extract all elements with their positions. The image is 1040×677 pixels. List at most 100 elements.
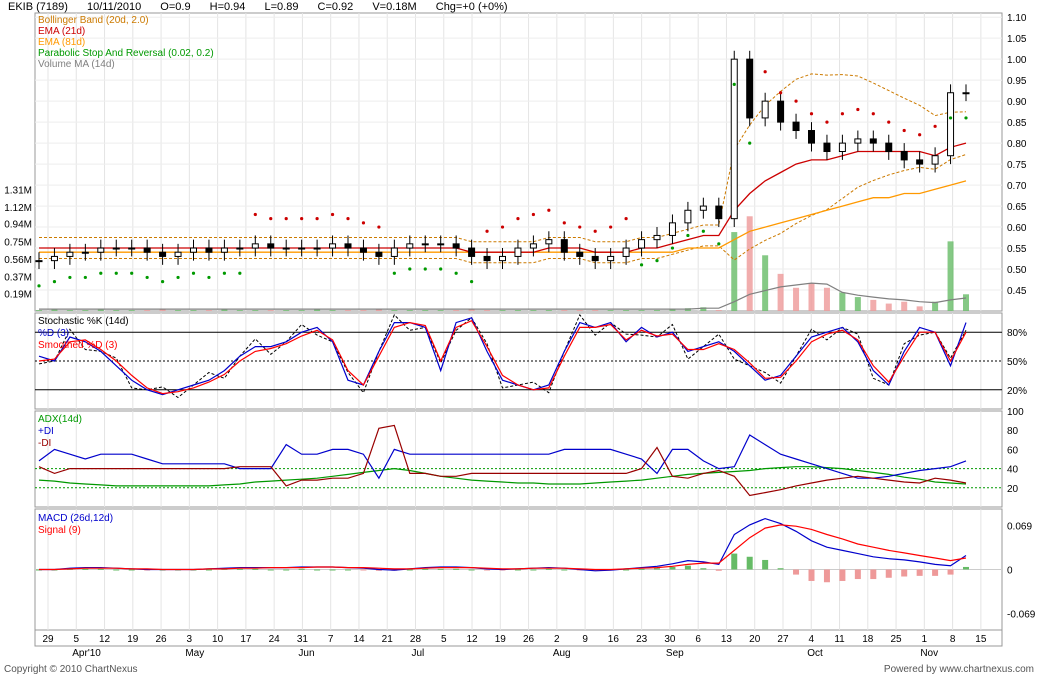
x-tick-label: 5	[441, 634, 447, 645]
psar-dot	[748, 141, 752, 145]
close-label: C=0.92	[317, 1, 354, 13]
psar-dot	[670, 246, 675, 250]
stoch-tick-label: 20%	[1007, 386, 1027, 397]
adx-legend-item: -DI	[38, 438, 51, 449]
macd-histogram-bar	[267, 569, 274, 571]
volume-bar	[221, 309, 228, 311]
x-tick-label: 27	[777, 634, 789, 645]
psar-dot	[485, 229, 489, 233]
volume-tick-label: 0.94M	[4, 220, 32, 231]
volume-bar	[715, 310, 722, 311]
macd-tick-label: 0	[1007, 566, 1013, 577]
macd-histogram-bar	[669, 566, 676, 570]
psar-dot	[639, 263, 644, 267]
candle-body	[128, 247, 136, 250]
volume-bar	[283, 310, 290, 311]
x-month-label: Sep	[666, 648, 684, 659]
psar-dot	[361, 221, 366, 225]
volume-bar	[406, 310, 413, 311]
candle-body	[483, 255, 491, 262]
volume-bar	[252, 310, 259, 311]
macd-histogram-bar	[808, 569, 815, 581]
x-tick-label: 19	[127, 634, 139, 645]
psar-dot	[701, 229, 705, 233]
candle-body	[730, 58, 738, 220]
macd-histogram-bar	[916, 569, 923, 576]
x-tick-label: 18	[862, 634, 874, 645]
stoch-tick-label: 80%	[1007, 328, 1027, 339]
candle-body	[499, 255, 506, 262]
volume-bar	[391, 310, 398, 311]
plus-di-line	[38, 434, 967, 480]
candle-body	[81, 251, 89, 254]
volume-bar	[190, 310, 197, 311]
volume-bar	[236, 310, 243, 311]
volume-bar	[97, 309, 104, 311]
macd-histogram-bar	[746, 556, 753, 570]
x-tick-label: 15	[975, 634, 987, 645]
macd-histogram-bar	[762, 559, 769, 570]
volume-bar	[453, 310, 460, 311]
macd-histogram-bar	[823, 569, 830, 583]
x-tick-label: 20	[749, 634, 761, 645]
volume-bar	[205, 310, 212, 311]
macd-histogram-bar	[283, 569, 290, 571]
psar-dot	[392, 271, 396, 275]
candle-body	[638, 239, 646, 249]
macd-histogram-bar	[205, 569, 212, 571]
volume-bar	[144, 310, 151, 311]
volume-tick-label: 0.19M	[4, 289, 32, 300]
psar-dot	[516, 217, 520, 221]
adx-legend-item: +DI	[38, 426, 54, 437]
adx-line	[38, 466, 967, 487]
macd-legend-item: MACD (26d,12d)	[38, 513, 113, 524]
x-month-label: Apr'10	[72, 648, 101, 659]
psar-dot	[779, 91, 783, 95]
candle-body	[112, 247, 120, 250]
powered-by-link[interactable]: Powered by www.chartnexus.com	[883, 664, 1034, 675]
candle-body	[715, 205, 723, 220]
candle-body	[97, 247, 105, 253]
psar-dot	[269, 217, 273, 221]
psar-dot	[531, 212, 536, 217]
volume-bar	[66, 310, 73, 311]
x-tick-label: 8	[950, 634, 956, 645]
psar-dot	[408, 267, 412, 271]
psar-dot	[918, 133, 922, 137]
macd-histogram-bar	[314, 569, 321, 571]
x-tick-label: 17	[240, 634, 252, 645]
panel-frame-price	[34, 12, 1003, 312]
volume-tick-label: 0.75M	[4, 237, 32, 248]
price-tick-label: 0.60	[1007, 223, 1027, 234]
volume-bar	[762, 255, 769, 311]
psar-dot	[470, 280, 474, 284]
candle-body	[545, 239, 553, 245]
x-month-label: Aug	[553, 648, 571, 659]
volume-bar	[175, 310, 182, 311]
macd-histogram-bar	[654, 568, 660, 570]
x-tick-label: 26	[523, 634, 535, 645]
adx-tick-label: 80	[1007, 426, 1019, 437]
psar-dot	[161, 280, 165, 284]
psar-dot	[238, 271, 242, 275]
macd-histogram-bar	[468, 569, 475, 571]
price-legend-item: EMA (21d)	[38, 26, 85, 37]
x-tick-label: 1	[922, 634, 928, 645]
psar-dot	[547, 208, 551, 212]
x-tick-label: 19	[495, 634, 507, 645]
candle-body	[344, 243, 352, 249]
candle-body	[406, 243, 414, 249]
volume-bar	[638, 310, 645, 311]
volume-bar	[360, 310, 367, 311]
candle-body	[808, 130, 815, 144]
x-tick-label: 13	[721, 634, 733, 645]
price-tick-label: 0.55	[1007, 244, 1027, 255]
x-tick-label: 29	[42, 634, 54, 645]
volume-bar	[298, 310, 305, 311]
adx-tick-label: 100	[1007, 407, 1024, 418]
psar-dot	[130, 271, 134, 275]
macd-histogram-bar	[437, 568, 444, 570]
x-tick-label: 10	[212, 634, 224, 645]
x-tick-label: 14	[353, 634, 365, 645]
x-tick-label: 12	[99, 634, 111, 645]
